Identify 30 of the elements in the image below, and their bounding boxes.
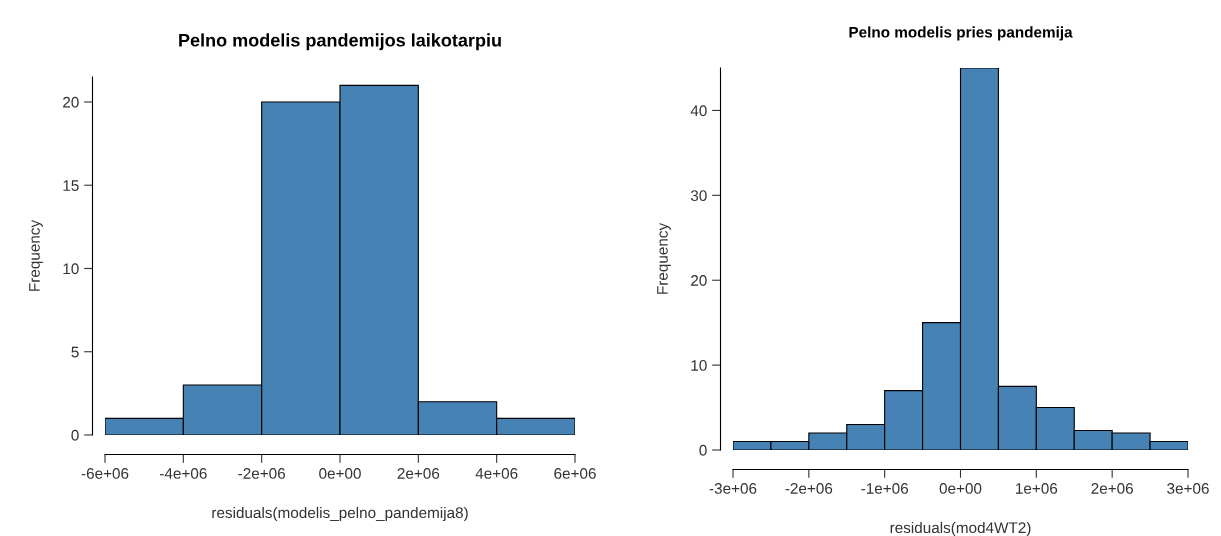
y-axis-title: Frequency: [657, 222, 671, 294]
y-tick-label: 15: [63, 180, 79, 191]
y-tick-label: 0: [699, 444, 707, 456]
y-axis-title: Frequency: [29, 219, 43, 291]
x-tick-label: -6e+06: [81, 468, 129, 479]
x-tick-label: 0e+00: [939, 483, 982, 494]
chart-title: Pelno modelis pandemijos laikotarpiu: [179, 33, 501, 51]
y-tick-label: 40: [690, 105, 707, 117]
x-tick-label: 2e+06: [1091, 483, 1133, 494]
y-tick-label: 20: [63, 96, 79, 108]
y-tick-label: 5: [71, 346, 79, 358]
x-tick-label: 1e+06: [1016, 483, 1058, 494]
chart-title: Pelno modelis pries pandemija: [849, 26, 1073, 41]
x-tick-label: 0e+00: [319, 468, 361, 479]
x-tick-label: 2e+06: [397, 468, 440, 479]
y-tick-label: 30: [690, 190, 707, 202]
x-tick-label: -2e+06: [785, 483, 833, 494]
x-axis-title: residuals(modelis_pelno_pandemija8): [212, 506, 468, 522]
x-tick-label: 4e+06: [475, 468, 518, 479]
x-tick-label: -4e+06: [160, 468, 207, 479]
x-tick-label: 6e+06: [554, 468, 596, 479]
y-tick-label: 20: [691, 275, 707, 286]
x-tick-label: 3e+06: [1167, 483, 1209, 494]
y-tick-label: 0: [71, 429, 79, 441]
x-tick-label: -2e+06: [238, 468, 285, 479]
x-axis-title: residuals(mod4WT2): [890, 521, 1031, 536]
y-tick-label: 10: [691, 359, 707, 371]
x-tick-label: -3e+06: [709, 483, 757, 494]
y-tick-label: 10: [63, 263, 79, 275]
x-tick-label: -1e+06: [861, 483, 908, 494]
